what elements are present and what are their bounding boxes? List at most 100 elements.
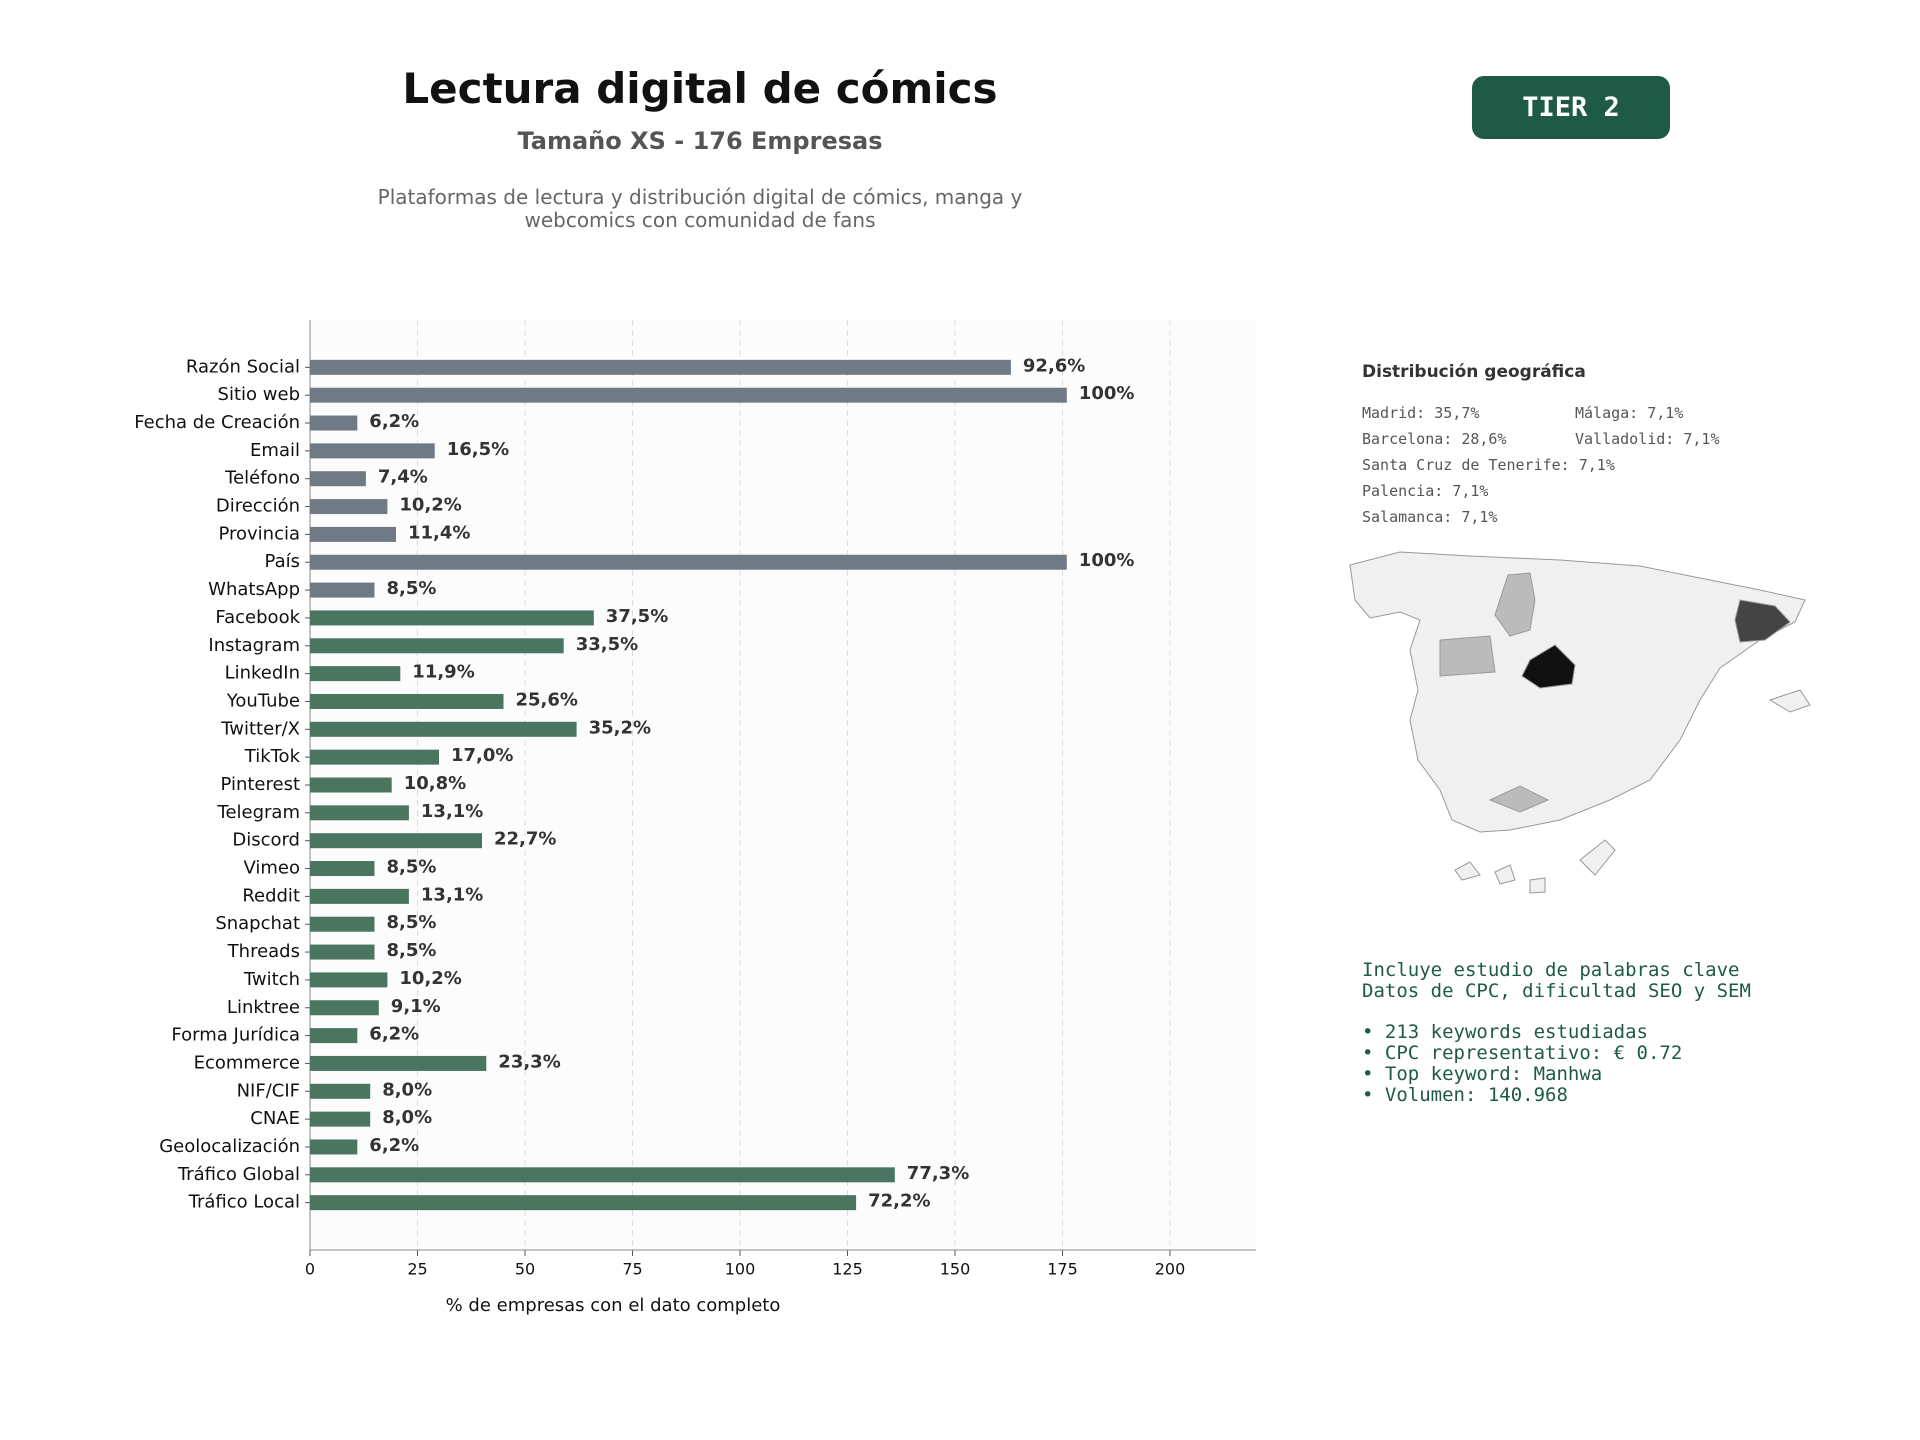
value-label: 16,5%	[447, 439, 509, 460]
value-label: 6,2%	[369, 411, 419, 432]
value-label: 33,5%	[576, 634, 638, 655]
y-tick-label: Vimeo	[243, 858, 300, 879]
map-island	[1454, 861, 1481, 881]
y-tick-label: Twitch	[243, 969, 300, 990]
bar	[310, 805, 409, 821]
value-label: 77,3%	[907, 1163, 969, 1184]
x-tick-label: 150	[940, 1260, 971, 1279]
bar	[310, 638, 564, 654]
bar	[310, 916, 375, 932]
value-label: 11,4%	[408, 522, 470, 543]
kw-bullet: • CPC representativo: € 0.72	[1362, 1042, 1683, 1064]
y-tick-label: WhatsApp	[208, 579, 300, 600]
map-region	[1521, 644, 1576, 689]
value-label: 6,2%	[369, 1135, 419, 1156]
bar	[310, 443, 435, 459]
kw-bullet: • Top keyword: Manhwa	[1362, 1063, 1603, 1085]
x-tick-label: 175	[1047, 1260, 1078, 1279]
value-label: 17,0%	[451, 745, 513, 766]
bar	[310, 693, 504, 709]
tier-badge: TIER 2	[1472, 76, 1670, 139]
x-tick-label: 0	[305, 1260, 315, 1279]
y-tick-label: Linktree	[227, 997, 300, 1018]
y-tick-label: Tráfico Local	[188, 1192, 300, 1213]
y-tick-label: Dirección	[216, 496, 300, 517]
bar	[310, 666, 401, 682]
bar	[310, 526, 396, 542]
geo-row: Barcelona: 28,6% Valladolid: 7,1%	[1362, 426, 1720, 452]
bar	[310, 944, 375, 960]
value-label: 10,2%	[399, 968, 461, 989]
value-label: 100%	[1079, 383, 1135, 404]
bar	[310, 721, 577, 737]
y-tick-label: Discord	[232, 830, 300, 851]
bar	[310, 471, 366, 487]
y-tick-label: Tráfico Global	[177, 1164, 300, 1185]
y-tick-label: Telegram	[217, 802, 300, 823]
geo-item: Salamanca: 7,1%	[1362, 508, 1498, 526]
bar	[310, 972, 388, 988]
map-region	[1439, 635, 1496, 677]
map-island	[1529, 877, 1546, 894]
bar	[310, 1167, 895, 1183]
y-tick-label: Fecha de Creación	[134, 412, 300, 433]
geo-item: Madrid: 35,7%	[1362, 404, 1480, 422]
bar	[310, 359, 1011, 375]
bar	[310, 610, 594, 626]
map-region	[1494, 572, 1536, 637]
bar	[310, 387, 1067, 403]
value-label: 9,1%	[391, 996, 441, 1017]
y-tick-label: Threads	[227, 941, 300, 962]
value-label: 8,0%	[382, 1079, 432, 1100]
value-label: 13,1%	[421, 884, 483, 905]
y-tick-label: País	[265, 551, 300, 572]
value-label: 23,3%	[498, 1051, 560, 1072]
y-tick-label: Snapchat	[215, 913, 300, 934]
bar	[310, 554, 1067, 570]
bar	[310, 415, 358, 431]
value-label: 37,5%	[606, 606, 668, 627]
kw-bullet: • Volumen: 140.968	[1362, 1084, 1568, 1106]
value-label: 8,5%	[387, 912, 437, 933]
description: Plataformas de lectura y distribución di…	[377, 185, 1023, 232]
value-label: 25,6%	[516, 689, 578, 710]
bar	[310, 888, 409, 904]
bar	[310, 1195, 857, 1211]
geo-title: Distribución geográfica	[1362, 362, 1586, 382]
y-tick-label: Geolocalización	[159, 1136, 300, 1157]
y-tick-label: Provincia	[218, 523, 300, 544]
value-label: 8,5%	[387, 857, 437, 878]
map-island	[1768, 689, 1811, 713]
bar	[310, 1028, 358, 1044]
subtitle: Tamaño XS - 176 Empresas	[517, 127, 883, 155]
bar	[310, 582, 375, 598]
value-label: 10,2%	[399, 495, 461, 516]
x-tick-label: 50	[515, 1260, 535, 1279]
y-tick-label: Pinterest	[220, 774, 300, 795]
map-island	[1579, 839, 1616, 876]
x-tick-label: 100	[725, 1260, 756, 1279]
value-label: 8,5%	[387, 578, 437, 599]
y-tick-label: CNAE	[250, 1108, 300, 1129]
spain-map	[1349, 551, 1811, 894]
geo-item: Valladolid: 7,1%	[1575, 430, 1720, 448]
bar	[310, 1083, 371, 1099]
geo-item: Santa Cruz de Tenerife: 7,1%	[1362, 456, 1615, 474]
x-tick-label: 75	[622, 1260, 642, 1279]
title: Lectura digital de cómics	[402, 64, 998, 113]
keywords: Incluye estudio de palabras clave Datos …	[1362, 960, 1751, 1106]
y-tick-label: NIF/CIF	[237, 1080, 300, 1101]
geo-list: Madrid: 35,7% Málaga: 7,1% Barcelona: 28,…	[1362, 400, 1720, 530]
map-region	[1734, 599, 1791, 643]
x-tick-label: 200	[1155, 1260, 1186, 1279]
kw-bullet: • 213 keywords estudiadas	[1362, 1021, 1648, 1043]
geo-row: Madrid: 35,7% Málaga: 7,1%	[1362, 400, 1720, 426]
bar	[310, 1139, 358, 1155]
bar	[310, 749, 439, 765]
y-tick-label: Razón Social	[186, 356, 300, 377]
y-tick-label: Teléfono	[224, 468, 300, 489]
value-label: 72,2%	[868, 1191, 930, 1212]
geo-item: Málaga: 7,1%	[1575, 404, 1684, 422]
value-label: 7,4%	[378, 467, 428, 488]
map-island	[1494, 864, 1516, 885]
